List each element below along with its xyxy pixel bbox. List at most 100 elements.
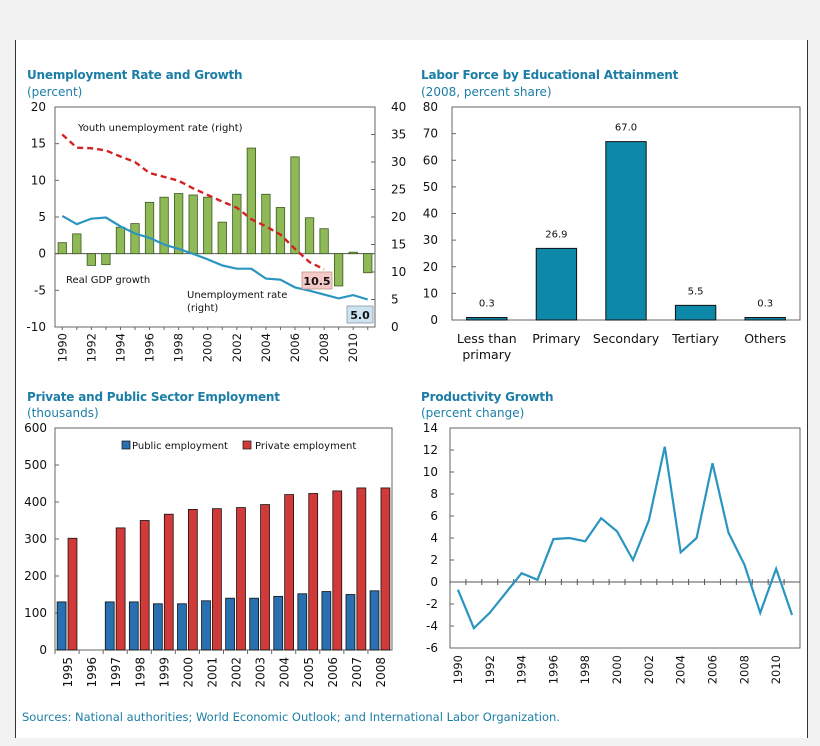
legend-public-swatch — [121, 440, 131, 450]
x-tick-label: 1999 — [157, 657, 171, 688]
category-label: primary — [462, 347, 512, 362]
y-tick-label: 0 — [430, 313, 438, 327]
x-tick-label: 2010 — [769, 655, 783, 684]
productivity-subtitle: (percent change) — [421, 406, 525, 420]
category-label: Others — [744, 331, 786, 346]
y-right-tick-label: 30 — [391, 155, 406, 169]
x-tick-label: 1998 — [172, 333, 186, 362]
unemployment-series-label: Unemployment rate — [187, 290, 287, 301]
gdp-bar — [144, 201, 155, 255]
gdp-bar — [363, 253, 373, 274]
private-employment-bar — [236, 507, 246, 651]
gdp-bar — [275, 207, 286, 255]
gdp-bar — [57, 242, 67, 255]
gdp-bar — [174, 193, 184, 255]
x-tick-label: 2001 — [205, 657, 219, 688]
public-employment-bar — [297, 593, 308, 651]
bar-value-label: 5.5 — [688, 286, 704, 297]
x-tick-label: 2004 — [259, 333, 273, 362]
x-tick-label: 1996 — [143, 333, 157, 362]
y-tick-label: 8 — [430, 487, 438, 501]
y-tick-label: 500 — [24, 458, 47, 472]
y-left-tick-label: 15 — [31, 137, 46, 151]
y-left-tick-label: 10 — [31, 173, 46, 187]
bar-value-label: 67.0 — [615, 123, 637, 134]
y-tick-label: 80 — [423, 100, 438, 114]
gdp-bar — [203, 196, 213, 255]
productivity-line — [456, 446, 794, 631]
education-bar — [466, 317, 508, 321]
x-tick-label: 2007 — [350, 657, 364, 688]
bar-value-label: 26.9 — [545, 229, 567, 240]
gdp-bar — [159, 196, 169, 255]
x-tick-label: 1996 — [85, 657, 99, 688]
y-tick-label: 10 — [423, 465, 438, 479]
private-employment-bar — [67, 537, 78, 651]
y-tick-label: -2 — [426, 597, 438, 611]
x-tick-label: 2002 — [230, 657, 244, 688]
private-employment-bar — [356, 487, 367, 651]
private-employment-bar — [260, 504, 270, 651]
x-tick-label: 1998 — [133, 657, 147, 688]
x-tick-label: 2000 — [181, 657, 195, 688]
unemployment-end-label: 5.0 — [350, 309, 370, 322]
y-right-tick-label: 0 — [391, 320, 399, 334]
x-tick-label: 2002 — [642, 655, 656, 684]
x-tick-label: 2004 — [674, 655, 688, 684]
public-employment-bar — [225, 597, 235, 651]
gdp-bar — [246, 147, 256, 255]
gdp-bar — [334, 253, 344, 287]
plot-area — [449, 427, 801, 649]
public-employment-bar — [249, 597, 260, 651]
gdp-bar — [217, 221, 227, 255]
y-tick-label: 400 — [24, 495, 47, 509]
y-tick-label: 12 — [423, 443, 438, 457]
x-tick-label: 2008 — [737, 655, 751, 684]
y-tick-label: 100 — [24, 606, 47, 620]
x-tick-label: 1992 — [84, 333, 98, 362]
gdp-bar — [72, 233, 82, 255]
category-label: Less than — [457, 331, 517, 346]
public-employment-bar — [104, 601, 115, 651]
category-label: Tertiary — [671, 331, 720, 346]
gdp-series-label: Real GDP growth — [66, 275, 150, 286]
y-left-tick-label: 20 — [31, 100, 46, 114]
education-bar — [535, 247, 578, 321]
y-tick-label: 60 — [423, 153, 438, 167]
y-tick-label: 40 — [423, 207, 438, 221]
private-employment-bar — [163, 513, 174, 651]
productivity-title: Productivity Growth — [421, 390, 554, 404]
private-employment-bar — [212, 508, 222, 651]
x-tick-label: 2006 — [706, 655, 720, 684]
public-employment-bar — [153, 603, 163, 651]
private-employment-bar — [308, 493, 319, 651]
legend-public-label: Public employment — [132, 441, 228, 452]
x-tick-label: 2003 — [254, 657, 268, 688]
private-employment-bar — [380, 487, 391, 651]
legend-private-swatch — [242, 440, 252, 450]
gdp-bar — [319, 228, 329, 255]
gdp-bar — [290, 156, 300, 255]
x-tick-label: 2008 — [374, 657, 388, 688]
private-employment-bar — [332, 490, 343, 651]
x-tick-label: 1990 — [55, 333, 69, 362]
x-tick-label: 2006 — [326, 657, 340, 688]
y-left-tick-label: -10 — [26, 320, 46, 334]
y-tick-label: 50 — [423, 180, 438, 194]
gdp-bar — [232, 193, 242, 255]
private-employment-bar — [284, 494, 294, 651]
youth-unemployment-line — [61, 133, 325, 271]
y-right-tick-label: 35 — [391, 128, 406, 142]
education-bar — [605, 141, 647, 321]
y-left-tick-label: -5 — [34, 283, 46, 297]
y-tick-label: 14 — [423, 421, 438, 435]
gdp-bar — [348, 251, 358, 255]
unemployment-series-label-2: (right) — [187, 303, 218, 314]
unemployment-line — [61, 214, 369, 301]
unemp-title: Unemployment Rate and Growth — [27, 68, 243, 82]
x-tick-label: 2006 — [288, 333, 302, 362]
y-tick-label: 0 — [39, 643, 47, 657]
